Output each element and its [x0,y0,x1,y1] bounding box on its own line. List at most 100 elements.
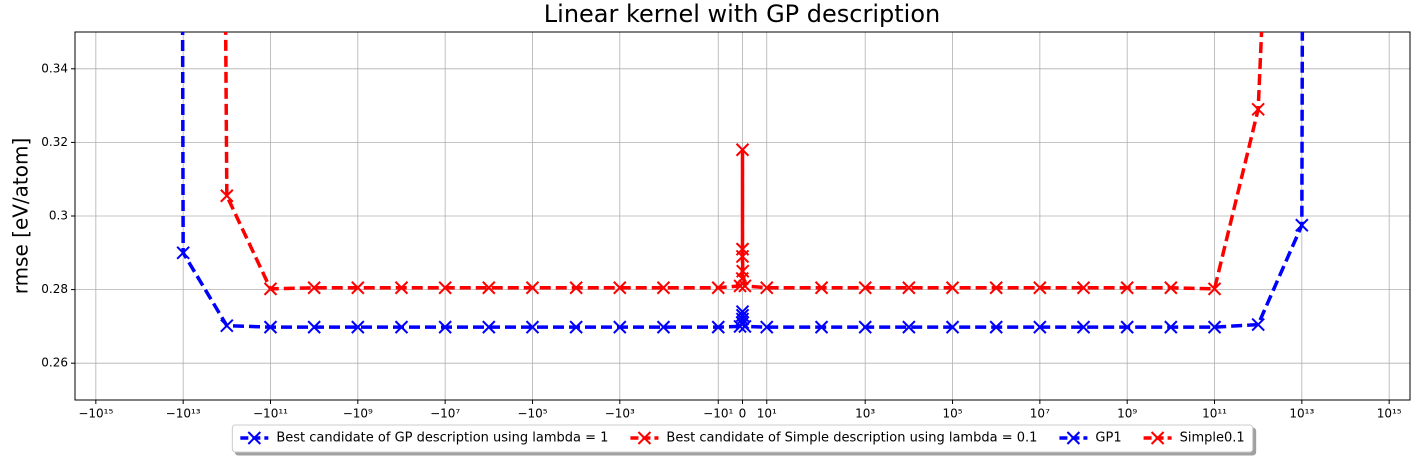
marker [1164,320,1178,334]
marker-stroke [220,189,234,203]
marker-stroke [733,279,747,293]
marker [220,189,234,203]
marker [263,320,278,334]
marker-stroke [656,320,671,334]
x-tick-label: 10³ [855,407,875,421]
marker-stroke [351,320,365,334]
x-tick-label: −10¹¹ [253,407,288,421]
x-tick-label: −10¹⁵ [78,407,113,421]
marker-stroke [1295,218,1309,232]
x-tick-label: −10¹³ [166,407,201,421]
marker [394,281,409,295]
marker [760,281,774,295]
x-tick-label: −10⁷ [430,407,460,421]
marker [394,320,409,334]
marker [263,282,278,296]
marker-stroke [637,431,652,445]
marker [738,319,752,334]
marker-stroke [525,281,540,295]
marker-stroke [1033,281,1047,295]
x-tick-label: 10⁵ [942,407,962,421]
marker-stroke [220,318,234,333]
legend-box [231,424,1254,453]
marker [989,320,1003,334]
marker [945,281,960,295]
marker [482,320,496,334]
legend-item: GP1 [1059,431,1122,446]
marker-stroke [735,143,750,157]
marker-stroke [1033,320,1047,334]
legend: Best candidate of GP description using l… [231,424,1254,453]
marker-stroke [263,282,278,296]
marker-stroke [945,281,960,295]
x-tick-label: 10¹³ [1289,407,1314,421]
marker-stroke [247,431,262,445]
marker-stroke [525,320,540,334]
marker [307,320,321,334]
marker-stroke [711,320,725,334]
x-tick-label: −10⁹ [343,407,373,421]
marker-stroke [176,246,190,260]
chart-title: Linear kernel with GP description [544,0,940,28]
marker-stroke [351,281,365,295]
marker-stroke [945,320,960,334]
y-axis-label: rmse [eV/atom] [9,138,33,295]
marker-stroke [569,281,583,295]
marker [814,281,829,295]
x-tick-label: 10¹¹ [1202,407,1227,421]
marker [945,320,960,334]
marker-stroke [1164,320,1178,334]
marker-stroke [613,281,627,295]
marker [1164,281,1178,295]
y-tick-label: 0.26 [41,356,68,370]
marker-stroke [569,320,583,334]
marker-stroke [902,281,916,295]
marker [711,320,725,334]
marker [735,304,750,319]
marker [351,281,365,295]
marker [736,264,750,278]
marker-stroke [1207,320,1222,334]
marker [1120,281,1134,295]
marker-stroke [1120,320,1134,334]
marker [220,318,234,333]
legend-label: Simple0.1 [1180,431,1245,446]
x-tick-label: −10⁵ [517,407,547,421]
legend-item: Best candidate of Simple description usi… [630,431,1037,446]
marker [858,281,872,295]
marker [1033,281,1047,295]
marker-stroke [814,281,829,295]
legend-label: Best candidate of Simple description usi… [666,431,1037,446]
marker [1120,320,1134,334]
marker-stroke [989,281,1003,295]
marker-stroke [735,242,750,256]
x-tick-label: 10¹ [757,407,777,421]
legend-label: Best candidate of GP description using l… [276,431,608,446]
marker-stroke [438,281,452,295]
marker-stroke [1066,431,1081,445]
marker [247,431,262,445]
marker [760,320,774,334]
marker [1251,317,1265,332]
y-tick-label: 0.28 [41,282,68,296]
marker [736,316,750,330]
marker-stroke [1076,281,1091,295]
x-tick-label: −10¹ [703,407,733,421]
x-tick-label: −10³ [605,407,635,421]
marker-stroke [738,279,752,293]
marker-stroke [1251,317,1265,332]
marker [637,431,652,445]
marker [613,281,627,295]
marker-stroke [394,281,409,295]
marker [569,281,583,295]
marker [1207,282,1222,296]
marker [1251,102,1265,116]
marker-stroke [902,320,916,334]
marker [1076,281,1091,295]
marker [738,279,752,293]
x-tick-label: 10⁷ [1030,407,1050,421]
legend-item: Best candidate of GP description using l… [240,431,608,446]
plot-frame [74,31,1411,401]
x-tick-label: 10¹⁵ [1377,407,1402,421]
marker [1033,320,1047,334]
